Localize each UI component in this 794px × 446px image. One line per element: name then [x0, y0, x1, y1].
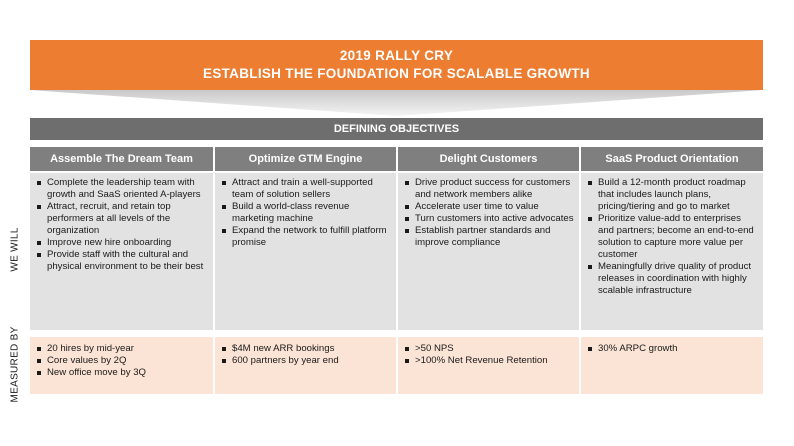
list-item: Complete the leadership team with growth… [36, 177, 208, 201]
will-cell-dream-team: Complete the leadership team with growth… [30, 173, 213, 330]
will-cell-gtm-engine: Attract and train a well-supported team … [215, 173, 396, 330]
list-item: 20 hires by mid-year [36, 343, 208, 355]
list-item: Establish partner standards and improve … [404, 225, 574, 249]
list-item: Attract, recruit, and retain top perform… [36, 201, 208, 237]
measured-cell-delight-customers: >50 NPS >100% Net Revenue Retention [398, 337, 579, 394]
measured-list: >50 NPS >100% Net Revenue Retention [404, 343, 574, 367]
list-item: Provide staff with the cultural and phys… [36, 249, 208, 273]
chevron-down-shape [30, 90, 763, 116]
list-item: Prioritize value-add to enterprises and … [587, 213, 758, 261]
measured-cell-gtm-engine: $4M new ARR bookings 600 partners by yea… [215, 337, 396, 394]
list-item: Attract and train a well-supported team … [221, 177, 391, 201]
list-item: Meaningfully drive quality of product re… [587, 261, 758, 297]
measured-list: 20 hires by mid-year Core values by 2Q N… [36, 343, 208, 379]
list-item: Drive product success for customers and … [404, 177, 574, 201]
will-list: Build a 12-month product roadmap that in… [587, 177, 758, 297]
will-cell-saas-product: Build a 12-month product roadmap that in… [581, 173, 763, 330]
row-label-we-will: WE WILL [9, 227, 21, 272]
list-item: Build a 12-month product roadmap that in… [587, 177, 758, 213]
list-item: Core values by 2Q [36, 355, 208, 367]
list-item: $4M new ARR bookings [221, 343, 391, 355]
measured-list: 30% ARPC growth [587, 343, 758, 355]
column-header-dream-team: Assemble The Dream Team [30, 147, 213, 171]
measured-cell-saas-product: 30% ARPC growth [581, 337, 763, 394]
column-header-saas-product: SaaS Product Orientation [581, 147, 763, 171]
list-item: New office move by 3Q [36, 367, 208, 379]
defining-objectives-bar: DEFINING OBJECTIVES [30, 118, 763, 140]
will-list: Attract and train a well-supported team … [221, 177, 391, 249]
will-list: Drive product success for customers and … [404, 177, 574, 249]
banner-line-2: ESTABLISH THE FOUNDATION FOR SCALABLE GR… [203, 66, 590, 81]
will-cell-delight-customers: Drive product success for customers and … [398, 173, 579, 330]
row-label-measured-by: MEASURED BY [9, 326, 21, 403]
list-item: Turn customers into active advocates [404, 213, 574, 225]
list-item: >50 NPS [404, 343, 574, 355]
column-header-gtm-engine: Optimize GTM Engine [215, 147, 396, 171]
list-item: >100% Net Revenue Retention [404, 355, 574, 367]
list-item: Build a world-class revenue marketing ma… [221, 201, 391, 225]
list-item: 30% ARPC growth [587, 343, 758, 355]
rally-cry-banner: 2019 RALLY CRY ESTABLISH THE FOUNDATION … [30, 40, 763, 90]
measured-cell-dream-team: 20 hires by mid-year Core values by 2Q N… [30, 337, 213, 394]
column-header-delight-customers: Delight Customers [398, 147, 579, 171]
measured-list: $4M new ARR bookings 600 partners by yea… [221, 343, 391, 367]
list-item: Improve new hire onboarding [36, 237, 208, 249]
list-item: Accelerate user time to value [404, 201, 574, 213]
list-item: Expand the network to fulfill platform p… [221, 225, 391, 249]
will-list: Complete the leadership team with growth… [36, 177, 208, 273]
banner-line-1: 2019 RALLY CRY [339, 48, 454, 63]
list-item: 600 partners by year end [221, 355, 391, 367]
